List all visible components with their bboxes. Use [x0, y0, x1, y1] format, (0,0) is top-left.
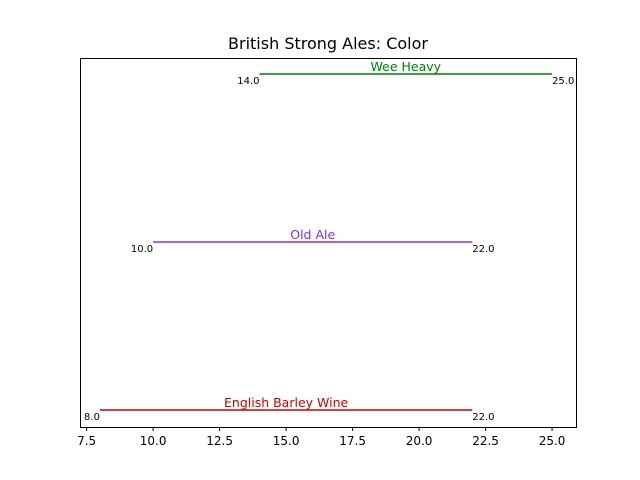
x-tick-label: 20.0 [406, 434, 433, 448]
x-tick-label: 7.5 [77, 434, 96, 448]
x-tick-label: 10.0 [140, 434, 167, 448]
series-label: Old Ale [290, 227, 335, 242]
x-tick-label: 17.5 [339, 434, 366, 448]
series-label: English Barley Wine [224, 395, 348, 410]
range-min-label: 10.0 [131, 244, 153, 255]
range-min-label: 14.0 [237, 76, 259, 87]
range-max-label: 22.0 [472, 412, 494, 423]
chart-title: British Strong Ales: Color [228, 34, 428, 53]
range-min-label: 8.0 [84, 412, 100, 423]
x-tick-label: 22.5 [472, 434, 499, 448]
x-tick-label: 15.0 [273, 434, 300, 448]
x-tick-label: 12.5 [206, 434, 233, 448]
plot-area [80, 58, 577, 428]
range-max-label: 22.0 [472, 244, 494, 255]
range-max-label: 25.0 [552, 76, 574, 87]
x-axis: 7.5 10.0 12.5 15.0 17.5 20.0 22.5 25.0 [77, 427, 565, 448]
x-tick-label: 25.0 [539, 434, 566, 448]
range-series: English Barley Wine 8.0 22.0 Old Ale 10.0 22.… [84, 59, 574, 423]
series-label: Wee Heavy [371, 59, 442, 74]
